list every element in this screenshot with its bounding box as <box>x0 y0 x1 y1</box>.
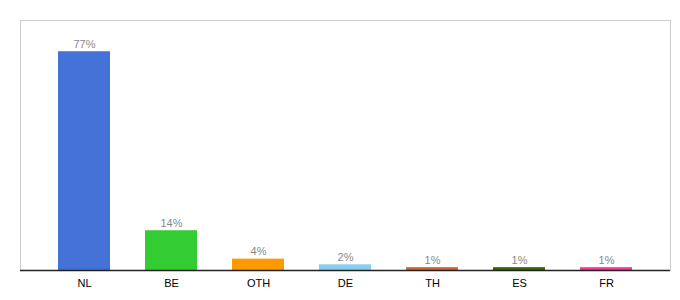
svg-text:1%: 1% <box>599 254 615 266</box>
svg-text:14%: 14% <box>160 217 182 229</box>
svg-text:DE: DE <box>338 277 353 289</box>
svg-text:TH: TH <box>425 277 440 289</box>
svg-text:4%: 4% <box>251 245 267 257</box>
svg-text:FR: FR <box>599 277 614 289</box>
svg-text:77%: 77% <box>73 38 95 50</box>
svg-text:OTH: OTH <box>247 277 270 289</box>
svg-text:ES: ES <box>512 277 527 289</box>
svg-text:BE: BE <box>164 277 179 289</box>
svg-text:NL: NL <box>77 277 91 289</box>
svg-text:1%: 1% <box>512 254 528 266</box>
svg-text:1%: 1% <box>425 254 441 266</box>
svg-text:2%: 2% <box>338 251 354 263</box>
